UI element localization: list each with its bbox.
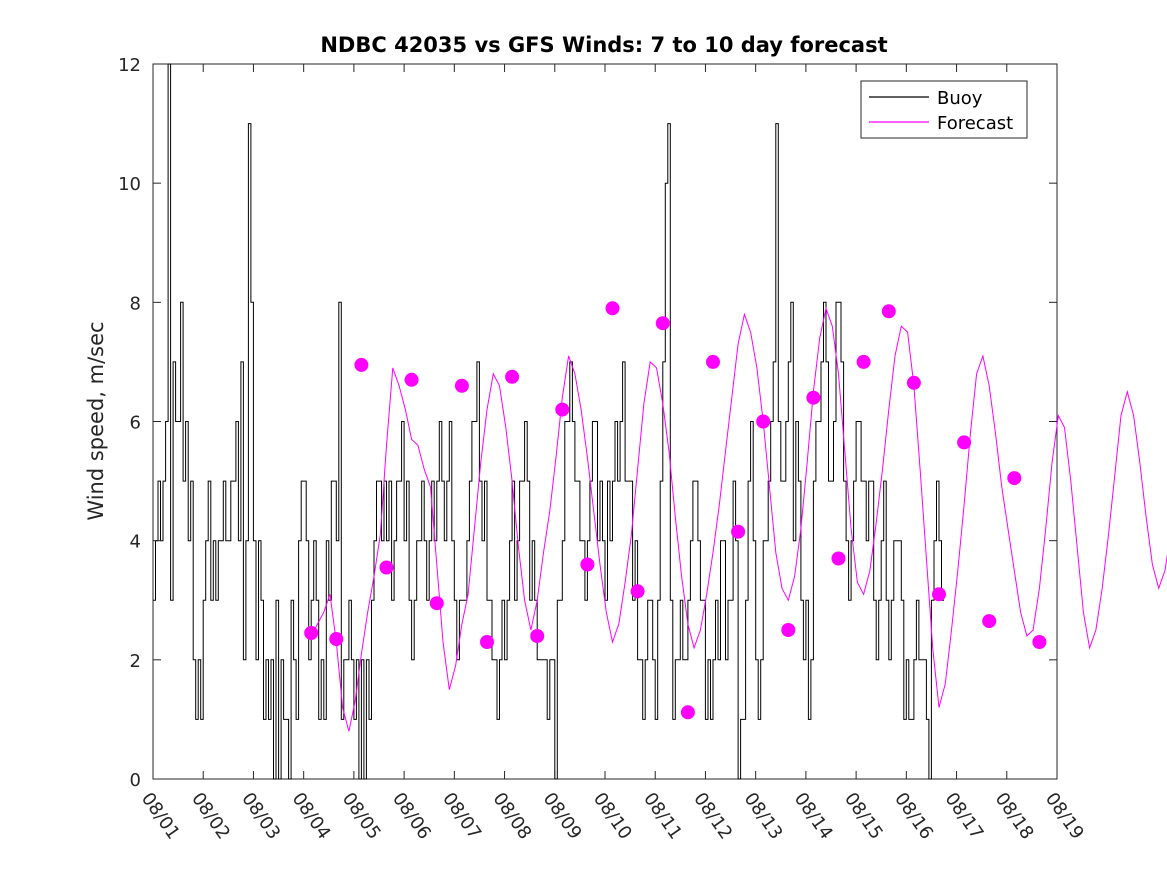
forecast-marker [404, 372, 419, 387]
series-layer [153, 63, 1167, 780]
forecast-marker [756, 414, 771, 429]
forecast-marker [706, 354, 720, 369]
forecast-marker [781, 623, 796, 637]
y-axis-label: Wind speed, m/sec [84, 321, 108, 520]
forecast-marker [881, 304, 896, 319]
forecast-marker [480, 635, 494, 649]
buoy-series-line [153, 63, 944, 780]
legend-buoy-label: Buoy [937, 88, 983, 109]
forecast-marker [505, 369, 520, 384]
legend-forecast-label: Forecast [937, 113, 1013, 134]
forecast-marker [429, 596, 444, 611]
forecast-marker [655, 316, 670, 331]
forecast-marker [605, 301, 620, 316]
forecast-marker [354, 357, 369, 372]
forecast-marker [1032, 635, 1047, 649]
forecast-marker [580, 557, 595, 572]
forecast-marker [379, 560, 394, 575]
forecast-marker [806, 390, 821, 405]
forecast-marker [831, 551, 846, 566]
forecast-marker [957, 435, 972, 450]
forecast-trace-1 [310, 306, 1167, 732]
y-tick-label: 6 [130, 413, 141, 434]
forecast-marker [530, 629, 545, 643]
forecast-marker [555, 402, 570, 417]
forecast-marker [454, 378, 469, 393]
y-tick-label: 8 [130, 293, 141, 314]
y-tick-label: 12 [118, 55, 141, 76]
forecast-marker [856, 354, 871, 369]
chart-title: NDBC 42035 vs GFS Winds: 7 to 10 day for… [320, 33, 887, 57]
forecast-marker [932, 587, 946, 602]
forecast-marker [680, 705, 695, 720]
forecast-marker [982, 614, 997, 629]
y-tick-label: 2 [130, 651, 141, 672]
forecast-marker [329, 632, 344, 646]
y-tick-label: 4 [130, 532, 141, 553]
y-tick-label: 10 [118, 174, 141, 195]
forecast-marker [630, 584, 645, 599]
forecast-marker [731, 524, 746, 539]
forecast-marker [304, 626, 319, 640]
legend: Buoy Forecast [860, 80, 1028, 139]
y-tick-label: 0 [130, 770, 141, 791]
forecast-marker [1007, 471, 1022, 486]
forecast-marker [906, 375, 921, 390]
legend-box [860, 80, 1028, 139]
plot-area [152, 63, 1058, 780]
